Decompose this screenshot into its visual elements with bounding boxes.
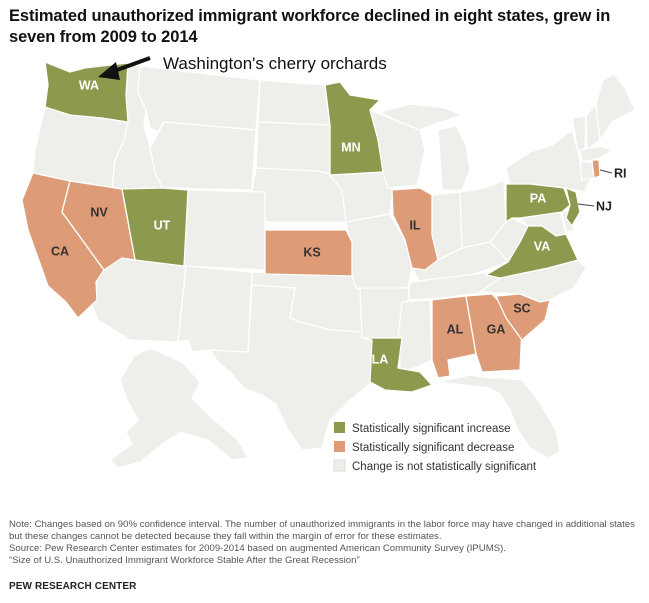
state-label-UT: UT [154,218,171,232]
legend: Statistically significant increase Stati… [333,422,537,473]
footer-note: Note: Changes based on 90% confidence in… [9,519,635,542]
state-WY [149,121,257,191]
state-label-VA: VA [534,239,550,253]
state-ND [257,79,331,126]
state-label-CA: CA [51,244,69,258]
state-CO [183,189,266,271]
footer: Note: Changes based on 90% confidence in… [9,519,643,567]
state-NM [177,265,253,353]
state-NV [61,180,136,271]
state-MN [324,81,384,176]
state-MI-UP [379,103,463,131]
state-ME [595,73,636,141]
state-label-SC: SC [513,301,530,315]
state-label-NJ: NJ [596,199,612,213]
state-label-KS: KS [303,245,320,259]
state-MS [397,299,433,371]
states-not-significant [32,62,636,469]
leader-RI [599,169,613,174]
leader-NJ [577,203,595,207]
state-label-LA: LA [372,352,389,366]
state-KS [264,229,353,277]
legend-swatch-decrease [334,441,345,452]
state-label-NV: NV [90,205,108,219]
state-MT [137,65,261,133]
state-label-PA: PA [530,191,546,205]
state-FL [437,374,561,459]
legend-swatch-increase [334,422,345,433]
state-label-RI: RI [614,166,627,180]
legend-swatch-not-significant [333,459,346,472]
callout-text: Washington's cherry orchards [163,54,387,73]
brand-name: PEW RESEARCH CENTER [9,581,137,592]
state-SC [495,293,551,341]
footer-report: “Size of U.S. Unauthorized Immigrant Wor… [9,555,360,566]
state-label-WA: WA [79,78,99,92]
state-LA [361,337,433,393]
state-MI [437,125,471,191]
state-label-MN: MN [341,140,360,154]
state-TX [209,284,373,451]
state-AK [109,347,249,469]
state-SD [255,121,336,176]
state-label-AL: AL [447,322,464,336]
state-MA [579,145,613,163]
states-decrease [21,159,601,379]
callout-arrow-head [98,62,120,80]
footer-source: Source: Pew Research Center estimates fo… [9,543,506,554]
state-IL [391,187,439,271]
state-NJ [565,187,581,227]
legend-label-decrease: Statistically significant decrease [352,442,514,454]
state-label-IL: IL [409,218,420,232]
state-label-GA: GA [487,322,506,336]
legend-label-increase: Statistically significant increase [352,423,511,435]
legend-label-not-significant: Change is not statistically significant [352,461,537,473]
state-RI [591,159,601,179]
chart-title: Estimated unauthorized immigrant workfor… [9,7,611,46]
state-PA [505,183,571,223]
state-VA [485,225,579,279]
